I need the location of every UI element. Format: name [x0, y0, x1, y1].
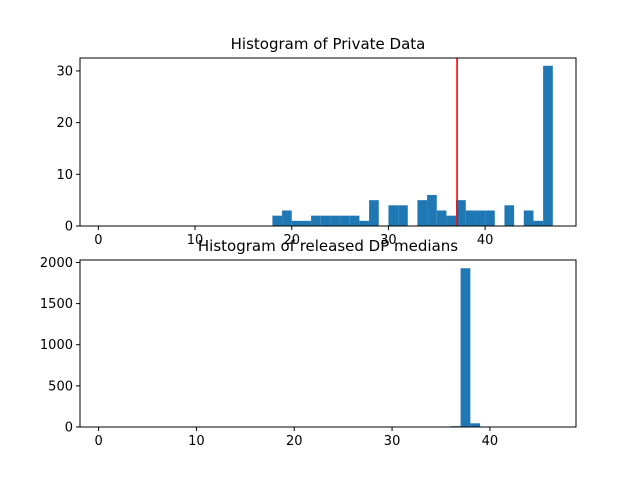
bottom-x-tick-label: 40 — [482, 434, 499, 449]
top-histogram-bar — [369, 200, 379, 226]
top-histogram-bar — [272, 215, 283, 226]
bottom-x-tick-label: 30 — [384, 434, 401, 449]
top-histogram-bar — [311, 215, 321, 226]
bottom-y-tick-label: 1000 — [40, 338, 73, 353]
bottom-histogram-panel: 0 10 20 30 40 0 500 1000 1500 2000 Histogram of … — [40, 237, 577, 449]
bottom-y-ticks: 0 500 1000 1500 2000 — [40, 256, 80, 436]
top-bars — [272, 65, 553, 226]
top-x-tick-label: 40 — [477, 233, 494, 248]
top-histogram-bar — [446, 215, 457, 226]
bottom-x-tick-label: 10 — [188, 434, 205, 449]
top-histogram-bar — [456, 200, 466, 226]
top-histogram-bar — [349, 215, 360, 226]
top-y-tick-label: 30 — [56, 64, 73, 79]
top-histogram-bar — [465, 210, 476, 226]
top-x-tick-label: 30 — [380, 233, 397, 248]
top-histogram-bar — [523, 210, 534, 226]
bottom-histogram-bar — [460, 268, 471, 427]
top-histogram-bar — [427, 194, 437, 226]
top-chart-title: Histogram of Private Data — [231, 35, 426, 53]
top-y-tick-label: 20 — [56, 116, 73, 131]
top-histogram-bar — [475, 210, 486, 226]
bottom-x-ticks: 0 10 20 30 40 — [94, 427, 498, 449]
bottom-y-tick-label: 500 — [48, 379, 73, 394]
top-histogram-bar — [282, 210, 292, 226]
top-histogram-bar — [291, 220, 302, 226]
top-histogram-bar — [359, 220, 370, 226]
top-histogram-bar — [485, 210, 495, 226]
bottom-plot-frame — [79, 259, 577, 428]
top-histogram-bar — [388, 205, 399, 226]
top-histogram-bar — [504, 205, 515, 226]
top-histogram-bar — [398, 205, 408, 226]
top-y-tick-label: 10 — [56, 168, 73, 183]
top-histogram-bar — [320, 215, 331, 226]
top-histogram-panel: 0 10 20 30 40 0 10 20 30 Histogram of Private D… — [56, 35, 577, 248]
bottom-chart-title: Histogram of released DP medians — [198, 237, 458, 255]
top-histogram-bar — [330, 215, 341, 226]
top-x-tick-label: 10 — [187, 233, 204, 248]
bottom-x-tick-label: 20 — [286, 434, 303, 449]
bottom-y-tick-label: 1500 — [40, 297, 73, 312]
bottom-y-tick-label: 2000 — [40, 256, 73, 271]
top-histogram-bar — [533, 220, 544, 226]
top-histogram-bar — [340, 215, 350, 226]
bottom-histogram-bar — [470, 423, 481, 427]
top-histogram-bar — [301, 220, 312, 226]
top-y-tick-label: 0 — [65, 220, 73, 235]
top-x-tick-label: 20 — [283, 233, 300, 248]
top-histogram-bar — [543, 65, 553, 226]
top-histogram-bar — [417, 200, 428, 226]
bottom-y-tick-label: 0 — [65, 421, 73, 436]
top-plot-frame — [79, 57, 577, 227]
bottom-x-tick-label: 0 — [94, 434, 102, 449]
top-y-ticks: 0 10 20 30 — [56, 64, 80, 235]
top-histogram-bar — [436, 210, 447, 226]
top-x-ticks: 0 10 20 30 40 — [94, 226, 493, 248]
top-x-tick-label: 0 — [94, 233, 102, 248]
